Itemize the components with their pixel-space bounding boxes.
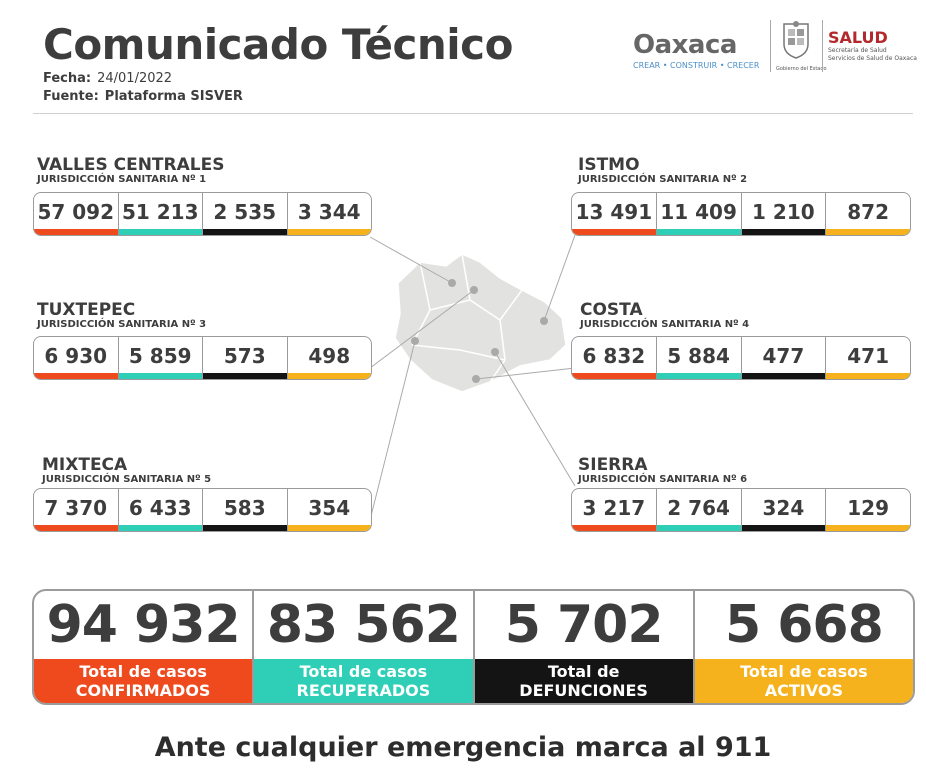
total-label: Total de DEFUNCIONES [474, 659, 693, 703]
region-name: TUXTEPEC [37, 300, 136, 320]
fecha-label: Fecha: [43, 71, 92, 86]
region-name: ISTMO [578, 155, 640, 175]
salud-line1: Secretaría de Salud [828, 47, 887, 54]
state-seal-logo: Gobierno del Estado [776, 20, 827, 72]
map-point [491, 348, 499, 356]
region-name: VALLES CENTRALES [37, 155, 225, 175]
region-stats-istmo: 13 491 11 409 1 210 872 [571, 192, 911, 236]
region-stats-costa: 6 832 5 884 477 471 [571, 336, 911, 380]
total-activos: 5 668 Total de casos ACTIVOS [694, 591, 913, 703]
region-stats-tuxtepec: 6 930 5 859 573 498 [33, 336, 372, 380]
total-value: 5 668 [724, 595, 884, 655]
leader-line [494, 351, 576, 487]
region-jurisdiction: JURISDICCIÓN SANITARIA Nº 4 [580, 319, 750, 330]
confirmados-value: 13 491 [572, 193, 657, 235]
total-confirmados: 94 932 Total de casos CONFIRMADOS [34, 591, 255, 703]
logo-separator [822, 20, 823, 72]
region-tuxtepec: TUXTEPEC JURISDICCIÓN SANITARIA Nº 3 [37, 301, 206, 331]
map-division [461, 253, 523, 322]
salud-wordmark: SALUD [828, 28, 888, 47]
region-jurisdiction: JURISDICCIÓN SANITARIA Nº 5 [42, 474, 212, 485]
map-division [411, 344, 506, 361]
total-value: 5 702 [504, 595, 664, 655]
map-point [472, 375, 480, 383]
total-value: 94 932 [46, 595, 241, 655]
confirmados-value: 6 832 [572, 337, 657, 379]
region-name: MIXTECA [42, 455, 128, 475]
defunciones-value: 583 [203, 489, 288, 531]
defunciones-value: 1 210 [741, 193, 827, 235]
salud-line2: Servicios de Salud de Oaxaca [828, 55, 917, 62]
map-point [448, 279, 456, 287]
seal-icon [783, 21, 809, 59]
gobierno-label: Gobierno del Estado [776, 66, 827, 72]
salud-logo: SALUD Secretaría de Salud Servicios de S… [828, 28, 918, 63]
leader-line [369, 289, 475, 369]
recuperados-value: 5 884 [656, 337, 742, 379]
region-jurisdiction: JURISDICCIÓN SANITARIA Nº 1 [37, 174, 207, 185]
emergency-footer: Ante cualquier emergencia marca al 911 [154, 732, 772, 763]
confirmados-value: 7 370 [34, 489, 119, 531]
oaxaca-wordmark: Oaxaca [633, 30, 737, 60]
oaxaca-tagline: CREAR • CONSTRUIR • CRECER [633, 61, 760, 70]
region-name: SIERRA [578, 455, 648, 475]
region-stats-mixteca: 7 370 6 433 583 354 [33, 488, 372, 532]
map-point [411, 337, 419, 345]
activos-value: 498 [287, 337, 371, 379]
region-stats-sierra: 3 217 2 764 324 129 [571, 488, 911, 532]
region-jurisdiction: JURISDICCIÓN SANITARIA Nº 6 [578, 474, 748, 485]
total-label: Total de casos ACTIVOS [694, 659, 913, 703]
leader-line [543, 234, 576, 322]
map-point [540, 317, 548, 325]
header-divider [33, 113, 913, 114]
defunciones-value: 573 [203, 337, 288, 379]
region-istmo: ISTMO JURISDICCIÓN SANITARIA Nº 2 [578, 156, 747, 186]
region-jurisdiction: JURISDICCIÓN SANITARIA Nº 2 [578, 174, 748, 185]
confirmados-value: 6 930 [34, 337, 119, 379]
leader-line [475, 367, 576, 380]
activos-value: 354 [287, 489, 371, 531]
map-division [429, 299, 471, 311]
total-label: Total de casos RECUPERADOS [254, 659, 473, 703]
logo-separator [770, 20, 771, 72]
region-name: COSTA [580, 300, 643, 320]
region-jurisdiction: JURISDICCIÓN SANITARIA Nº 3 [37, 319, 207, 330]
total-recuperados: 83 562 Total de casos RECUPERADOS [254, 591, 475, 703]
total-value: 83 562 [266, 595, 461, 655]
recuperados-value: 2 764 [656, 489, 742, 531]
fecha-value: 24/01/2022 [97, 71, 173, 86]
page-title: Comunicado Técnico [43, 20, 513, 69]
fuente-value: Plataforma SISVER [104, 89, 243, 104]
map-shape [394, 253, 567, 393]
region-stats-valles: 57 092 51 213 2 535 3 344 [33, 192, 372, 236]
confirmados-value: 57 092 [34, 193, 119, 235]
region-sierra: SIERRA JURISDICCIÓN SANITARIA Nº 6 [578, 456, 747, 486]
confirmados-value: 3 217 [572, 489, 657, 531]
map-point [470, 286, 478, 294]
totals-panel: 94 932 Total de casos CONFIRMADOS 83 562 … [32, 589, 915, 705]
defunciones-value: 477 [741, 337, 827, 379]
region-mixteca: MIXTECA JURISDICCIÓN SANITARIA Nº 5 [42, 456, 211, 486]
fecha-line: Fecha: 24/01/2022 [43, 71, 172, 86]
recuperados-value: 5 859 [118, 337, 203, 379]
recuperados-value: 11 409 [656, 193, 742, 235]
activos-value: 872 [826, 193, 910, 235]
region-costa: COSTA JURISDICCIÓN SANITARIA Nº 4 [580, 301, 749, 331]
defunciones-value: 324 [741, 489, 827, 531]
fuente-line: Fuente: Plataforma SISVER [43, 89, 243, 104]
fuente-label: Fuente: [43, 89, 99, 104]
oaxaca-logo: Oaxaca CREAR • CONSTRUIR • CRECER [633, 30, 761, 72]
activos-value: 471 [826, 337, 910, 379]
recuperados-value: 51 213 [118, 193, 203, 235]
activos-value: 3 344 [287, 193, 371, 235]
leader-line [369, 340, 416, 521]
defunciones-value: 2 535 [203, 193, 288, 235]
activos-value: 129 [826, 489, 910, 531]
recuperados-value: 6 433 [118, 489, 203, 531]
leader-line [369, 236, 453, 284]
total-defunciones: 5 702 Total de DEFUNCIONES [474, 591, 695, 703]
region-valles-centrales: VALLES CENTRALES JURISDICCIÓN SANITARIA … [37, 156, 224, 186]
total-label: Total de casos CONFIRMADOS [34, 659, 253, 703]
